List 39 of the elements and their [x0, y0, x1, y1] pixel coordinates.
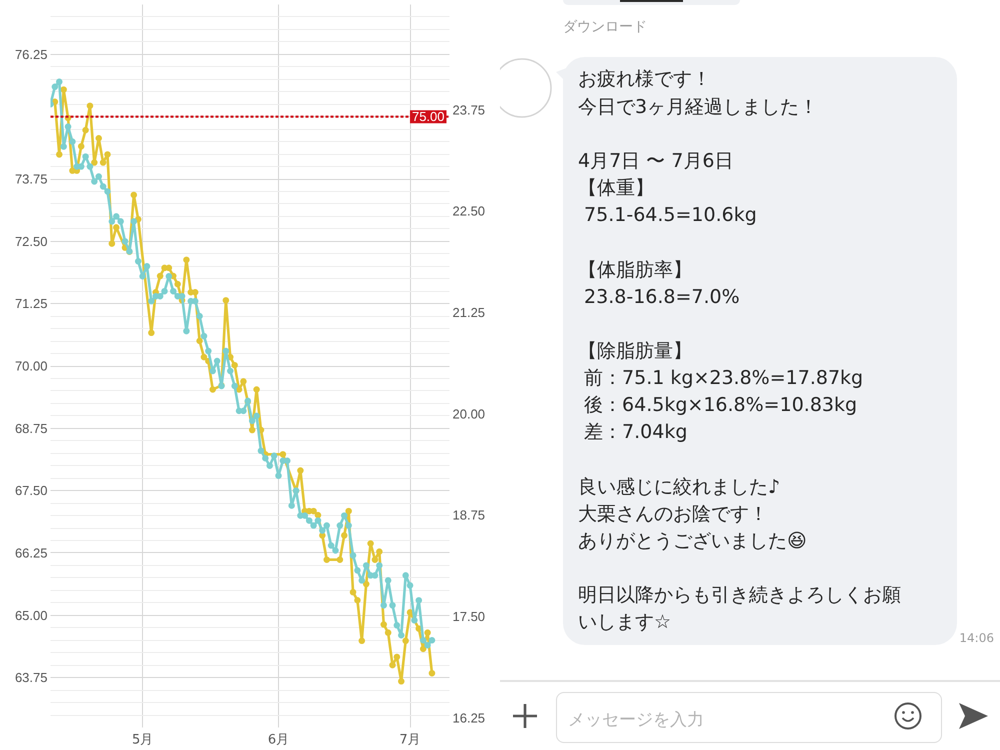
y2-tick-label: 22.50	[452, 204, 486, 219]
y2-tick-label: 20.00	[452, 406, 486, 422]
y-tick-label: 73.75	[14, 172, 48, 187]
text: 差：7.04kg	[583, 420, 688, 446]
text: ありがとうございました😆	[578, 529, 807, 554]
y2-tick-label: 23.75	[452, 102, 486, 118]
text: 14:06	[959, 630, 994, 646]
text: 【除脂肪量】	[578, 338, 692, 364]
y2-tick-label: 17.50	[452, 608, 486, 624]
x-tick-label: 6月	[268, 732, 290, 748]
y-tick-label: 76.25	[14, 46, 48, 62]
y-tick-label: 67.50	[14, 483, 48, 498]
text: お疲れ様です！	[578, 67, 711, 92]
ref-line-label: 75.00	[412, 109, 445, 124]
y-tick-label: 66.25	[14, 545, 48, 560]
text: 4月7日 〜 7月6日	[578, 148, 734, 174]
text: 後：64.5kg×16.8%=10.83kg	[583, 393, 858, 418]
text: 【体重】	[578, 176, 654, 201]
text: 75.1-64.5=10.6kg	[583, 203, 757, 228]
text: メッセージを入力	[568, 709, 704, 732]
x-tick-label: 7月	[399, 732, 421, 748]
y-tick-label: 68.75	[14, 420, 48, 436]
y2-tick-label: 18.75	[452, 508, 486, 523]
y-tick-label: 71.25	[14, 296, 48, 312]
y-tick-label: 70.00	[14, 358, 48, 374]
y-tick-label: 72.50	[14, 234, 48, 249]
text: 【体脂肪率】	[578, 258, 692, 282]
y2-tick-label: 16.25	[452, 710, 486, 726]
text: ダウンロード	[563, 18, 647, 36]
y-tick-label: 63.75	[14, 670, 48, 686]
text: 前：75.1 kg×23.8%=17.87kg	[583, 366, 864, 392]
text: 良い感じに絞れました♪	[578, 474, 780, 500]
y-tick-label: 65.00	[14, 608, 48, 623]
text: 明日以降からも引き続きよろしくお願いします☆	[578, 583, 902, 636]
x-tick-label: 5月	[132, 732, 154, 748]
y2-tick-label: 21.25	[452, 305, 486, 320]
text: 23.8-16.8=7.0%	[583, 284, 740, 310]
text: 大栗さんのお陰です！	[578, 502, 768, 527]
text: 今日で3ヶ月経過しました！	[578, 94, 818, 120]
